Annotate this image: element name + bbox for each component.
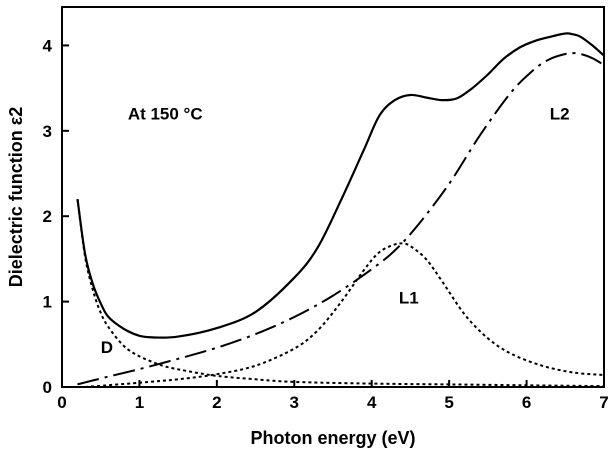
x-tick-label: 7 <box>599 393 608 412</box>
series-line-1-solid <box>76 32 605 339</box>
annotation-label: L2 <box>550 105 570 124</box>
x-tick-label: 3 <box>290 393 299 412</box>
x-axis-label: Photon energy (eV) <box>250 428 415 448</box>
x-axis-ticks: 0 1 2 3 4 5 6 7 <box>57 380 609 412</box>
annotation-label: L1 <box>399 288 419 307</box>
x-tick-label: 4 <box>367 393 377 412</box>
y-tick-label: 3 <box>43 122 52 141</box>
x-tick-label: 2 <box>212 393 221 412</box>
y-tick-label: 4 <box>43 36 53 55</box>
series-line-4-dotted <box>85 242 605 388</box>
series-line-2-dash-dot <box>77 52 605 386</box>
x-tick-label: 1 <box>135 393 144 412</box>
annotations: At 150 °C L2 L1 D <box>101 105 570 357</box>
plot-frame <box>61 6 605 388</box>
x-tick-label: 6 <box>522 393 531 412</box>
x-tick-label: 5 <box>444 393 453 412</box>
x-tick-label: 0 <box>57 393 66 412</box>
annotation-label: D <box>101 338 113 357</box>
series-line-3-dotted <box>76 198 605 388</box>
y-axis-ticks: 0 1 2 3 4 <box>43 36 69 397</box>
y-tick-label: 0 <box>43 378 52 397</box>
series-group <box>76 32 605 388</box>
y-tick-label: 1 <box>43 293 52 312</box>
y-axis-label: Dielectric function ε2 <box>6 107 26 288</box>
y-tick-label: 2 <box>43 207 52 226</box>
annotation-label: At 150 °C <box>128 105 203 124</box>
